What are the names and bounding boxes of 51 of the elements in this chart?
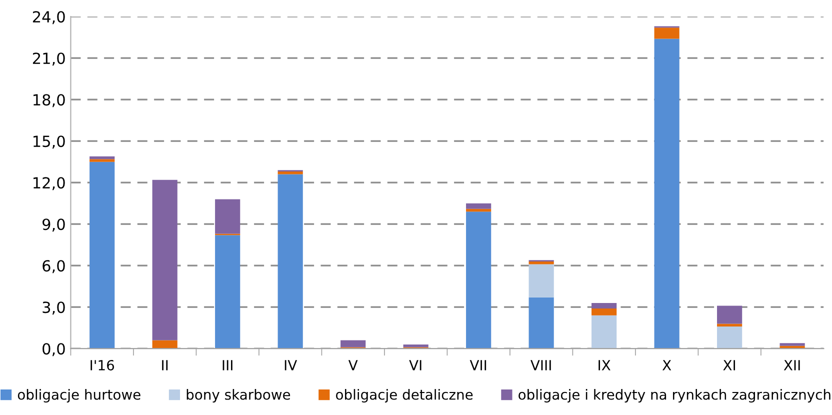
bar bbox=[278, 172, 303, 174]
x-tick-label: XII bbox=[784, 360, 800, 370]
bar bbox=[528, 297, 554, 349]
x-tick-label: III bbox=[222, 360, 232, 370]
bar bbox=[528, 264, 554, 298]
y-tick-label: 6,0 bbox=[42, 260, 65, 274]
bar bbox=[654, 38, 680, 349]
legend-label: obligacje detaliczne bbox=[336, 389, 473, 402]
x-tick-label: XI bbox=[723, 360, 735, 370]
bar bbox=[278, 174, 303, 349]
x-tick-label: I'16 bbox=[90, 360, 114, 370]
bar bbox=[466, 203, 492, 209]
x-tick-label: V bbox=[348, 360, 358, 370]
bar bbox=[592, 315, 617, 349]
x-tick-label: IX bbox=[598, 360, 610, 370]
bar bbox=[717, 306, 742, 324]
bar bbox=[654, 28, 680, 39]
y-tick-label: 3,0 bbox=[42, 302, 65, 315]
bar bbox=[717, 324, 742, 326]
bar bbox=[592, 308, 617, 316]
bar bbox=[403, 344, 428, 348]
bar bbox=[528, 261, 554, 264]
bar bbox=[90, 162, 115, 349]
legend-label: obligacje i kredyty na rynkach zagranicznych bbox=[518, 389, 830, 402]
y-tick-label: 24,0 bbox=[32, 11, 65, 24]
bar bbox=[215, 199, 240, 234]
y-tick-label: 18,0 bbox=[34, 94, 65, 108]
x-tick-label: VIII bbox=[530, 360, 551, 370]
legend-label: bony skarbowe bbox=[186, 389, 290, 402]
x-tick-label: VI bbox=[409, 360, 422, 370]
bar bbox=[780, 343, 805, 346]
x-tick-label: II bbox=[162, 360, 168, 370]
bar bbox=[90, 156, 115, 160]
y-tick-label: 21,0 bbox=[32, 52, 65, 66]
x-tick-label: X bbox=[662, 360, 672, 370]
bar bbox=[152, 340, 178, 349]
bar bbox=[152, 180, 178, 340]
x-tick-label: IV bbox=[284, 360, 298, 370]
bar bbox=[466, 208, 492, 212]
bar bbox=[340, 340, 366, 348]
y-tick-label: 12,0 bbox=[34, 177, 65, 190]
bar bbox=[215, 235, 240, 349]
x-tick-label: VII bbox=[470, 360, 486, 370]
y-tick-label: 9,0 bbox=[42, 218, 65, 232]
y-tick-label: 0,0 bbox=[42, 343, 65, 356]
bar bbox=[592, 302, 617, 308]
bar bbox=[90, 159, 115, 162]
bar bbox=[466, 212, 492, 349]
legend-label: obligacje hurtowe bbox=[18, 389, 140, 402]
y-tick-label: 15,0 bbox=[34, 136, 65, 149]
bar bbox=[717, 326, 742, 349]
